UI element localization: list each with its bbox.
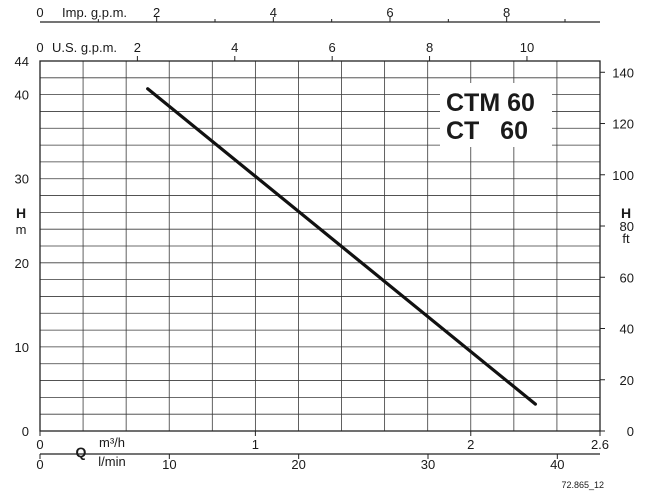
right-y-unit: ft [622, 231, 630, 246]
us-gpm-tick-labels: 2 4 6 8 10 [134, 40, 534, 55]
left-y-tick-label: 40 [15, 88, 29, 103]
curves [146, 87, 538, 406]
right-y-tick-labels: 0 20 40 60 80 100 120 140 [612, 65, 634, 439]
m3h-tick-label: 2.6 [591, 437, 609, 452]
right-y-tick-label: 100 [612, 168, 634, 183]
right-y-tick-label: 20 [620, 373, 634, 388]
imp-gpm-tick-labels: 2 4 6 8 [153, 5, 510, 20]
right-y-symbol: H [621, 205, 631, 221]
lmin-tick-label: 0 [36, 457, 43, 472]
drawing-code: 72.865_12 [561, 480, 604, 490]
left-y-tick-label: 10 [15, 340, 29, 355]
imp-gpm-zero-label: 0 [36, 5, 43, 20]
imp-gpm-tick-label: 4 [270, 5, 277, 20]
right-y-tick-label: 60 [620, 270, 634, 285]
imp-gpm-tick-label: 6 [386, 5, 393, 20]
right-y-tick-label: 40 [620, 322, 634, 337]
imp-gpm-tick-label: 2 [153, 5, 160, 20]
performance-curve [146, 87, 538, 406]
lmin-unit-label: l/min [98, 454, 125, 469]
right-y-tick-label: 0 [627, 424, 634, 439]
right-y-tick-label: 140 [612, 65, 634, 80]
grid [40, 61, 600, 431]
lmin-tick-label: 20 [291, 457, 305, 472]
title-line-1: CTM 60 [446, 89, 535, 117]
us-gpm-tick-label: 6 [329, 40, 336, 55]
m3h-unit-label: m³/h [99, 435, 125, 450]
us-gpm-axis-label: U.S. g.p.m. [52, 40, 117, 55]
us-gpm-zero-label: 0 [36, 40, 43, 55]
us-gpm-tick-label: 10 [520, 40, 534, 55]
title-line-2: CT 60 [446, 117, 528, 145]
left-y-tick-label: 20 [15, 256, 29, 271]
m3h-tick-label: 2 [467, 437, 474, 452]
q-symbol: Q [76, 444, 87, 460]
lmin-tick-label: 10 [162, 457, 176, 472]
m3h-tick-label: 0 [36, 437, 43, 452]
imp-gpm-axis-label: Imp. g.p.m. [62, 5, 127, 20]
m3h-tick-labels: 0 1 2 2.6 [36, 437, 609, 452]
us-gpm-tick-label: 8 [426, 40, 433, 55]
plot-frame [39, 60, 601, 432]
lmin-tick-label: 40 [550, 457, 564, 472]
left-y-tick-label: 44 [15, 54, 29, 69]
title-background [440, 83, 552, 147]
left-y-tick-label: 30 [15, 172, 29, 187]
m3h-tick-label: 1 [252, 437, 259, 452]
lmin-tick-labels: 0 10 20 30 40 [36, 457, 564, 472]
us-gpm-tick-label: 4 [231, 40, 238, 55]
right-y-tick-label: 80 [620, 219, 634, 234]
left-y-symbol: H [16, 205, 26, 221]
left-y-tick-labels: 0 10 20 30 40 44 [15, 54, 29, 439]
imp-gpm-tick-label: 8 [503, 5, 510, 20]
left-y-unit: m [16, 222, 27, 237]
us-gpm-tick-label: 2 [134, 40, 141, 55]
right-y-tick-label: 120 [612, 117, 634, 132]
left-y-tick-label: 0 [22, 424, 29, 439]
lmin-tick-label: 30 [421, 457, 435, 472]
